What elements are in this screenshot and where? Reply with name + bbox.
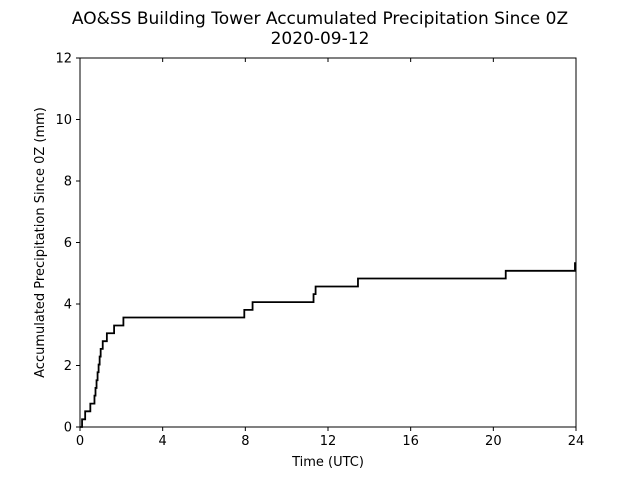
- chart-subtitle: 2020-09-12: [271, 29, 370, 49]
- y-tick-label: 10: [55, 113, 72, 128]
- x-tick-label: 24: [568, 434, 585, 449]
- x-tick-label: 0: [76, 434, 84, 449]
- plot-area: [79, 57, 577, 428]
- x-axis-label: Time (UTC): [291, 455, 364, 470]
- y-tick-label: 8: [64, 175, 72, 190]
- x-tick-label: 20: [485, 434, 502, 449]
- x-tick-label: 8: [241, 434, 249, 449]
- x-tick-label: 4: [159, 434, 167, 449]
- y-tick-label: 6: [64, 236, 72, 251]
- series-group: [80, 262, 576, 428]
- y-tick-label: 4: [64, 298, 72, 313]
- x-tick-label: 16: [402, 434, 419, 449]
- chart-title: AO&SS Building Tower Accumulated Precipi…: [72, 9, 568, 29]
- x-tick-label: 12: [320, 434, 337, 449]
- y-tick-label: 12: [55, 52, 72, 67]
- y-axis-label: Accumulated Precipitation Since 0Z (mm): [33, 107, 48, 378]
- precipitation-line: [80, 262, 576, 428]
- y-tick-label: 2: [64, 359, 72, 374]
- y-tick-label: 0: [64, 421, 72, 436]
